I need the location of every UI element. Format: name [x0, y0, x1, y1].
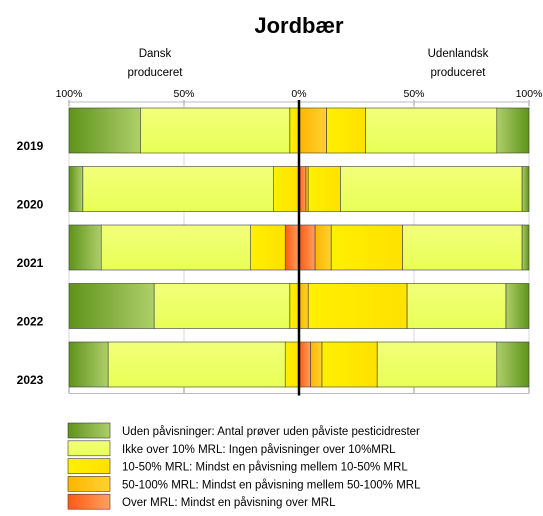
- bar-dansk-2019-series-2: [289, 107, 300, 154]
- bar-dansk-2022-series-0: [68, 283, 155, 329]
- legend-swatch: [67, 440, 111, 457]
- bar-udenlandsk-2020-series-2: [307, 166, 341, 212]
- year-label: 2019: [17, 139, 44, 153]
- legend-swatch: [67, 458, 111, 474]
- x-tick-label: 0%: [291, 88, 306, 100]
- bar-dansk-2020-series-0: [68, 166, 84, 212]
- bar-dansk-2021-series-0: [68, 224, 102, 271]
- bar-udenlandsk-2023-series-4: [298, 341, 311, 388]
- legend-label: Ikke over 10% MRL: Ingen påvisninger ove…: [122, 444, 396, 456]
- year-label: 2020: [17, 198, 44, 212]
- bar-udenlandsk-2020-series-3: [305, 166, 309, 212]
- legend-label: Over MRL: Mindst en påvisning over MRL: [122, 497, 336, 509]
- bar-dansk-2019-series-0: [68, 107, 141, 154]
- bar-dansk-2020-series-1: [82, 166, 274, 212]
- chart-title: Jordbær: [254, 13, 344, 38]
- year-label: 2022: [17, 315, 44, 329]
- bar-udenlandsk-2022-series-1: [406, 283, 507, 329]
- legend-swatch: [67, 422, 111, 439]
- legend-label: 10-50% MRL: Mindst en påvisning mellem 1…: [122, 462, 408, 474]
- bar-udenlandsk-2020-series-1: [340, 166, 523, 212]
- bar-udenlandsk-2021-series-2: [330, 224, 403, 271]
- bar-dansk-2020-series-2: [273, 166, 300, 212]
- year-labels: 2019 2020 2021 2022 2023: [17, 139, 44, 387]
- bar-udenlandsk-2023-series-0: [496, 341, 530, 388]
- bar-dansk-2021-series-1: [100, 224, 251, 271]
- x-tick-label: 50%: [173, 88, 194, 100]
- bar-dansk-2023-series-2: [284, 341, 300, 388]
- bar-udenlandsk-2022-series-3: [298, 283, 309, 329]
- legend-swatch: [67, 476, 111, 492]
- bar-udenlandsk-2022-series-2: [307, 283, 408, 329]
- bar-udenlandsk-2021-series-4: [298, 224, 316, 271]
- bar-dansk-2021-series-4: [284, 224, 300, 271]
- bar-dansk-2019-series-1: [140, 107, 291, 154]
- bar-dansk-2023-series-0: [68, 341, 109, 388]
- bar-udenlandsk-2022-series-0: [505, 283, 530, 329]
- bar-udenlandsk-2021-series-3: [314, 224, 332, 271]
- right-header-line2: produceret: [431, 67, 487, 79]
- legend-label: 50-100% MRL: Mindst en påvisning mellem …: [122, 479, 421, 491]
- x-tick-label: 50%: [403, 88, 424, 100]
- bars: [68, 107, 530, 388]
- legend-swatch: [67, 493, 111, 510]
- bar-dansk-2023-series-1: [107, 341, 286, 388]
- bar-dansk-2022-series-2: [289, 283, 300, 329]
- bar-udenlandsk-2023-series-2: [321, 341, 378, 388]
- bar-dansk-2022-series-1: [153, 283, 291, 329]
- left-header-line1: Dansk: [139, 48, 172, 60]
- year-label: 2023: [17, 373, 44, 387]
- bar-udenlandsk-2019-series-1: [365, 107, 498, 154]
- legend-label: Uden påvisninger: Antal prøver uden påvi…: [122, 426, 420, 438]
- bar-udenlandsk-2021-series-1: [402, 224, 523, 271]
- bar-udenlandsk-2021-series-0: [521, 224, 530, 271]
- year-label: 2021: [17, 256, 44, 270]
- x-axis-ticks: 100% 50% 0% 50% 100%: [56, 88, 543, 100]
- bar-udenlandsk-2019-series-0: [496, 107, 530, 154]
- right-header-line1: Udenlandsk: [428, 48, 489, 60]
- x-tick-label: 100%: [56, 88, 83, 100]
- x-tick-label: 100%: [516, 88, 543, 100]
- bar-udenlandsk-2019-series-2: [326, 107, 367, 154]
- legend: Uden påvisninger: Antal prøver uden påvi…: [67, 422, 421, 510]
- left-header-line2: produceret: [128, 67, 184, 79]
- bar-udenlandsk-2023-series-3: [310, 341, 323, 388]
- bar-udenlandsk-2023-series-1: [376, 341, 498, 388]
- bar-udenlandsk-2020-series-0: [521, 166, 530, 212]
- bar-dansk-2021-series-2: [250, 224, 286, 271]
- bar-udenlandsk-2019-series-3: [298, 107, 327, 154]
